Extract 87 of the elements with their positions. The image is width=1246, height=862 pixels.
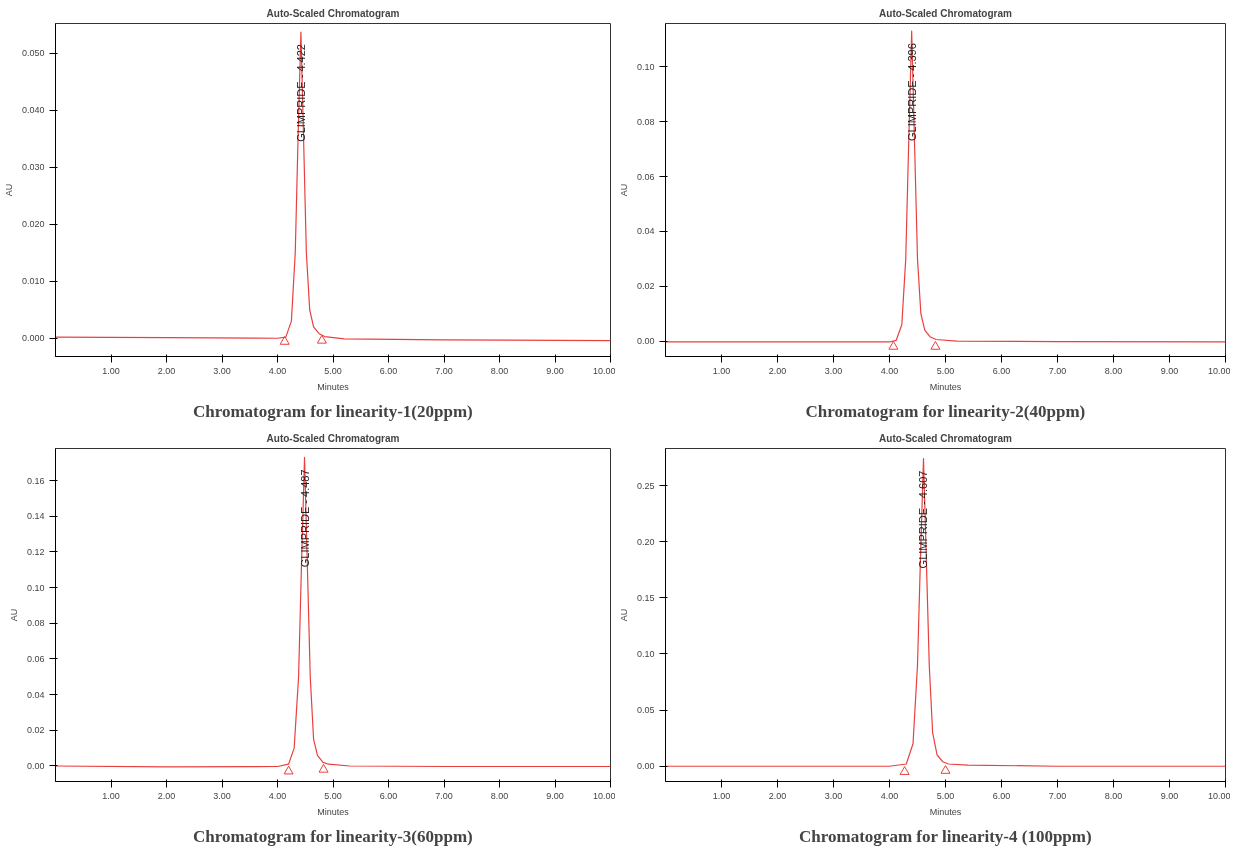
x-tick-label: 10.00 — [592, 365, 616, 376]
text: Chromatogram for linearity-1(20ppm) — [192, 401, 473, 421]
y-tick-label: 0.06 — [636, 171, 655, 182]
x-tick-label: 6.00 — [992, 365, 1011, 376]
x-axis-title: Minutes — [929, 381, 962, 392]
x-tick-label: 5.00 — [324, 790, 342, 801]
y-tick-label: 0.02 — [26, 725, 45, 736]
x-tick-label: 7.00 — [435, 365, 453, 376]
x-tick-label: 3.00 — [213, 790, 231, 801]
x-tick-label: 2.00 — [768, 365, 787, 376]
x-tick-label: 1.00 — [712, 790, 731, 801]
text: Chromatogram for linearity-3(60ppm) — [192, 826, 473, 846]
x-tick-label: 3.00 — [824, 790, 843, 801]
x-axis-title: Minutes — [317, 806, 350, 817]
y-tick-label: 0.000 — [21, 333, 45, 344]
x-tick-label: 4.00 — [880, 365, 899, 376]
x-tick-label: 9.00 — [1160, 790, 1179, 801]
x-tick-label: 7.00 — [1048, 790, 1067, 801]
y-tick-label: 0.02 — [636, 281, 655, 292]
y-tick-label: 0.08 — [636, 116, 655, 127]
x-tick-label: 7.00 — [435, 790, 453, 801]
y-tick-label: 0.10 — [636, 61, 655, 72]
x-tick-label: 6.00 — [992, 790, 1011, 801]
x-tick-label: 2.00 — [157, 365, 176, 376]
y-axis-title: AU — [8, 608, 19, 622]
y-tick-label: 0.050 — [21, 48, 45, 59]
chart-title: Auto-Scaled Chromatogram — [879, 432, 1012, 444]
y-tick-label: 0.010 — [21, 276, 45, 287]
y-tick-label: 0.16 — [26, 475, 45, 486]
y-axis-title: AU — [618, 608, 629, 622]
annotation: GLIMPRIDE - 4.487 — [298, 469, 311, 568]
x-tick-label: 10.00 — [1207, 365, 1231, 376]
annotation: GLIMPRIDE - 4.422 — [294, 44, 307, 142]
y-tick-label: 0.05 — [636, 705, 655, 716]
x-tick-label: 1.00 — [102, 365, 120, 376]
y-tick-label: 0.25 — [636, 480, 655, 491]
x-tick-label: 7.00 — [1048, 365, 1067, 376]
y-axis-title: AU — [618, 183, 629, 197]
x-tick-label: 3.00 — [213, 365, 231, 376]
x-tick-label: 2.00 — [768, 790, 787, 801]
x-axis-title: Minutes — [317, 381, 350, 392]
x-axis-title: Minutes — [929, 806, 962, 817]
y-tick-label: 0.04 — [636, 226, 655, 237]
annotation: GLIMPRIDE - 4.396 — [905, 43, 918, 141]
x-tick-label: 4.00 — [268, 365, 287, 376]
y-tick-label: 0.20 — [636, 536, 655, 547]
text: Chromatogram for linearity-2(40ppm) — [805, 401, 1086, 421]
x-tick-label: 4.00 — [268, 790, 287, 801]
x-tick-label: 6.00 — [379, 790, 398, 801]
x-tick-label: 4.00 — [880, 790, 899, 801]
chart-title: Auto-Scaled Chromatogram — [879, 7, 1012, 19]
y-tick-label: 0.00 — [636, 761, 655, 772]
x-tick-label: 8.00 — [1104, 790, 1123, 801]
y-tick-label: 0.10 — [636, 648, 655, 659]
x-tick-label: 8.00 — [1104, 365, 1123, 376]
x-tick-label: 5.00 — [936, 790, 955, 801]
y-tick-label: 0.15 — [636, 592, 655, 603]
text: Chromatogram for linearity-4 (100ppm) — [799, 826, 1092, 846]
x-tick-label: 10.00 — [592, 790, 616, 801]
x-tick-label: 9.00 — [546, 790, 564, 801]
y-tick-label: 0.12 — [26, 546, 45, 557]
y-tick-label: 0.030 — [21, 162, 45, 173]
chart-title: Auto-Scaled Chromatogram — [266, 432, 400, 444]
x-tick-label: 1.00 — [712, 365, 731, 376]
y-tick-label: 0.00 — [636, 336, 655, 347]
y-tick-label: 0.04 — [26, 689, 45, 700]
x-tick-label: 8.00 — [490, 365, 509, 376]
y-tick-label: 0.040 — [21, 105, 45, 116]
y-axis-title: AU — [3, 183, 14, 197]
y-tick-label: 0.10 — [26, 582, 45, 593]
x-tick-label: 10.00 — [1207, 790, 1231, 801]
x-tick-label: 9.00 — [546, 365, 564, 376]
y-tick-label: 0.14 — [26, 511, 45, 522]
chart-title: Auto-Scaled Chromatogram — [266, 7, 400, 19]
x-tick-label: 1.00 — [102, 790, 120, 801]
x-tick-label: 2.00 — [157, 790, 176, 801]
x-tick-label: 9.00 — [1160, 365, 1179, 376]
x-tick-label: 5.00 — [324, 365, 342, 376]
y-tick-label: 0.020 — [21, 219, 45, 230]
x-tick-label: 5.00 — [936, 365, 955, 376]
x-tick-label: 8.00 — [490, 790, 509, 801]
y-tick-label: 0.00 — [26, 760, 45, 771]
x-tick-label: 6.00 — [379, 365, 398, 376]
x-tick-label: 3.00 — [824, 365, 843, 376]
y-tick-label: 0.06 — [26, 653, 45, 664]
annotation: GLIMPRIDE - 4.607 — [917, 470, 930, 569]
y-tick-label: 0.08 — [26, 618, 45, 629]
